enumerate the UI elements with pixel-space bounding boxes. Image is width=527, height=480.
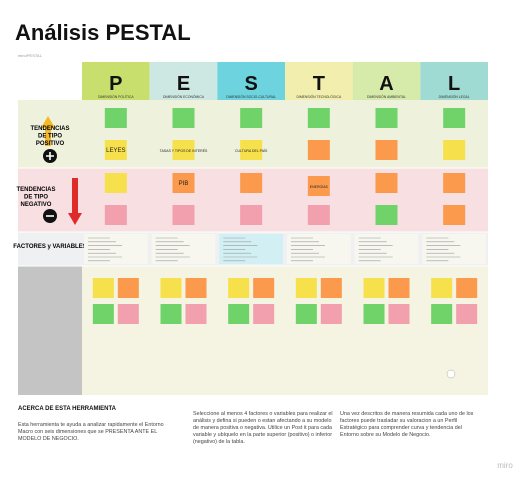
title: Análisis PESTAL xyxy=(15,20,191,45)
sticky-note xyxy=(185,304,207,324)
sticky-note xyxy=(172,173,195,193)
sticky-note xyxy=(240,173,263,193)
paragraph: Seleccione al menos 4 factores o variabl… xyxy=(193,411,333,445)
column-dimension: DIMENSIÓN SOCIO-CULTURAL xyxy=(226,94,276,99)
sticky-note xyxy=(160,304,182,324)
column-letter: L xyxy=(448,73,460,95)
factor-list xyxy=(219,234,283,264)
column-header xyxy=(82,62,150,100)
row-label: TENDENCIAS DE TIPO POSITIVO xyxy=(30,126,69,147)
sticky-note xyxy=(228,304,250,324)
sticky-note xyxy=(240,108,263,128)
brand: miro xyxy=(497,461,513,470)
plus xyxy=(46,152,54,160)
sticky-note xyxy=(104,173,127,193)
sticky-note xyxy=(240,140,263,160)
sticky-note xyxy=(160,278,182,298)
sticky-note xyxy=(320,278,342,298)
sticky-note xyxy=(443,140,466,160)
note-text: LEYES xyxy=(106,148,125,154)
sticky-note xyxy=(375,140,398,160)
factor-list xyxy=(287,234,351,264)
sticky-note xyxy=(185,278,207,298)
sticky-note xyxy=(363,304,385,324)
sticky-note xyxy=(295,278,317,298)
sticky-note xyxy=(375,108,398,128)
note-text: TASAS Y TIPOS DE INTERÉS xyxy=(160,148,208,153)
sticky-note xyxy=(104,205,127,225)
column-header xyxy=(420,62,488,100)
subtitle: miro/PESTAL xyxy=(18,53,43,58)
column-header xyxy=(285,62,353,100)
column-dimension: DIMENSIÓN AMBIENTAL xyxy=(367,94,406,99)
note-text: ENERGÍAS xyxy=(310,185,329,189)
column-dimension: DIMENSIÓN POLÍTICA xyxy=(98,94,134,99)
paragraph: Esta herramienta te ayuda a analizar rap… xyxy=(18,422,164,442)
sticky-note xyxy=(375,173,398,193)
factor-list xyxy=(422,234,486,264)
sticky-note xyxy=(443,205,466,225)
sticky-note xyxy=(388,278,410,298)
column-header xyxy=(217,62,285,100)
column-header xyxy=(352,62,421,100)
row-label: TENDENCIAS DE TIPO NEGATIVO xyxy=(16,187,55,208)
note-text: CULTURA DEL PAÍS xyxy=(235,149,268,153)
sticky-note xyxy=(456,304,478,324)
sticky-note xyxy=(253,278,275,298)
factor-list xyxy=(151,234,216,264)
paragraph: Una vez descritos de manera resumida cad… xyxy=(340,411,474,438)
column-dimension: DIMENSIÓN LEGAL xyxy=(439,94,470,99)
factor-list xyxy=(84,234,148,264)
sticky-note xyxy=(375,205,398,225)
sticky-note xyxy=(92,304,114,324)
column-letter: E xyxy=(177,73,190,95)
sticky-note xyxy=(363,278,385,298)
note-text: PIB xyxy=(179,181,189,187)
gray-block xyxy=(18,266,82,395)
sticky-note xyxy=(431,304,453,324)
sticky-note xyxy=(307,176,330,196)
column-dimension: DIMENSIÓN ECONÓMICA xyxy=(163,94,205,99)
up-arrow xyxy=(41,116,55,146)
sticky-note xyxy=(307,108,330,128)
sticky-note xyxy=(443,173,466,193)
sticky-note xyxy=(240,205,263,225)
sticky-note xyxy=(320,304,342,324)
sticky-note xyxy=(431,278,453,298)
column-letter: T xyxy=(313,73,325,95)
sticky-note xyxy=(388,304,410,324)
logo xyxy=(446,369,456,379)
column-dimension: DIMENSIÓN TECNOLÓGICA xyxy=(296,94,342,99)
sticky-note xyxy=(117,304,139,324)
column-letter: P xyxy=(109,73,122,95)
row-label-text: TENDENCIAS DE TIPO POSITIVO xyxy=(30,126,69,147)
row-label-text: TENDENCIAS DE TIPO NEGATIVO xyxy=(16,187,55,208)
sticky-note xyxy=(307,205,330,225)
sticky-note xyxy=(104,108,127,128)
sticky-note xyxy=(172,205,195,225)
column-letter: S xyxy=(244,73,257,95)
sticky-note xyxy=(228,278,250,298)
sticky-note xyxy=(307,140,330,160)
column-letter: A xyxy=(379,73,393,95)
column-header xyxy=(149,62,218,100)
sticky-note xyxy=(117,278,139,298)
sticky-note xyxy=(172,108,195,128)
footer-heading: ACERCA DE ESTA HERRAMIENTA xyxy=(18,406,117,412)
row-label: FACTORES y VARIABLES xyxy=(13,244,86,250)
sticky-note xyxy=(295,304,317,324)
sticky-note xyxy=(456,278,478,298)
sticky-note xyxy=(253,304,275,324)
sticky-note xyxy=(172,140,195,160)
sticky-note xyxy=(443,108,466,128)
down-arrow xyxy=(68,178,82,225)
factor-list xyxy=(354,234,419,264)
sticky-note xyxy=(104,140,127,160)
sticky-note xyxy=(92,278,114,298)
